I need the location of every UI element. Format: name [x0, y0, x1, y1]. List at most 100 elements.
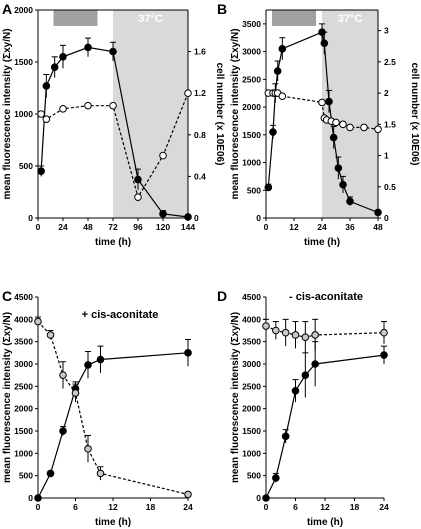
x-tick-label: 96	[133, 222, 143, 232]
x-tick-label: 12	[320, 502, 330, 512]
x-tick-label: 18	[350, 502, 360, 512]
y-axis-label: mean fluorescence intensity (Σxy/N)	[230, 312, 241, 483]
y2-tick-label: 1.6	[194, 47, 206, 57]
y-tick-label: 3500	[14, 337, 33, 347]
data-point	[278, 45, 287, 53]
data-point	[311, 360, 319, 368]
data-point	[374, 125, 382, 134]
y2-tick-label: 1.2	[194, 88, 206, 98]
data-point	[301, 371, 310, 379]
data-point	[380, 351, 388, 359]
x-tick-label: 24	[379, 502, 389, 512]
y-tick-label: 0	[256, 213, 261, 223]
data-point	[37, 167, 45, 175]
y2-tick-label: 2	[384, 88, 389, 98]
data-point	[278, 92, 287, 100]
data-point	[84, 101, 92, 110]
data-point	[311, 331, 319, 339]
region-label-backdrop	[272, 10, 316, 26]
region-shade-37c	[113, 10, 188, 218]
y-tick-label: 3000	[14, 359, 33, 369]
series-line	[265, 354, 385, 499]
region-shade-37c	[322, 10, 378, 218]
data-point	[96, 355, 105, 364]
data-point	[264, 183, 273, 192]
data-point	[332, 118, 340, 127]
data-point	[374, 208, 382, 217]
data-point	[301, 333, 310, 342]
x-tick-label: 120	[156, 222, 170, 232]
x-tick-label: 144	[181, 222, 195, 232]
y-tick-label: 1000	[242, 158, 261, 168]
data-point	[34, 317, 42, 326]
y-tick-label: 1000	[242, 448, 261, 458]
data-point	[134, 175, 142, 184]
y-tick-label: 1500	[14, 426, 33, 436]
y-tick-label: 1500	[14, 57, 33, 67]
data-point	[46, 331, 55, 339]
data-point	[37, 110, 45, 118]
data-point	[34, 494, 42, 502]
y-tick-label: 1000	[14, 448, 33, 458]
data-point	[59, 427, 67, 435]
panel-title: - cis-aconitate	[289, 291, 363, 303]
data-point	[42, 115, 51, 123]
y-tick-label: 1500	[242, 130, 261, 140]
data-point	[84, 43, 92, 52]
y2-tick-label: 1.5	[384, 119, 396, 129]
panel-letter: B	[217, 1, 227, 17]
x-tick-label: 6	[293, 502, 298, 512]
y-tick-label: 3000	[242, 47, 261, 57]
x-axis-label: time (h)	[95, 517, 131, 528]
y-tick-label: 2500	[242, 381, 261, 391]
data-point	[59, 53, 67, 61]
y-tick-label: 4500	[14, 292, 33, 302]
y-tick-label: 2000	[242, 404, 261, 414]
data-point	[320, 39, 329, 48]
data-point	[346, 123, 354, 132]
y-tick-label: 3500	[242, 337, 261, 347]
y2-tick-label: 2.5	[384, 57, 396, 67]
data-point	[380, 328, 388, 337]
data-point	[272, 326, 280, 335]
y-tick-label: 0	[28, 213, 33, 223]
data-point	[291, 387, 300, 395]
panel-title: + cis-aconitate	[82, 309, 159, 321]
y-tick-label: 2500	[242, 74, 261, 84]
data-point	[281, 328, 290, 337]
y-tick-label: 500	[247, 471, 261, 481]
data-point	[184, 349, 192, 357]
data-point	[346, 197, 354, 206]
x-tick-label: 72	[108, 222, 118, 232]
y2-tick-label: 1	[384, 151, 389, 161]
x-tick-label: 12	[289, 222, 299, 232]
y-axis-label: mean fluorescence intensity (Σxy/N)	[230, 28, 241, 199]
panel-letter: D	[217, 288, 227, 304]
x-tick-label: 6	[73, 502, 78, 512]
y2-axis-label: cell number (x 10E06)	[214, 63, 225, 166]
y2-tick-label: 0.4	[194, 171, 206, 181]
data-point	[339, 180, 347, 189]
data-point	[184, 213, 192, 221]
panel-letter: A	[2, 1, 12, 17]
data-point	[325, 97, 333, 106]
data-point	[360, 123, 368, 132]
data-point	[262, 494, 270, 502]
data-point	[262, 322, 270, 330]
data-point	[184, 89, 192, 97]
data-point	[159, 210, 167, 218]
x-axis-label: time (h)	[307, 517, 343, 528]
data-point	[272, 474, 280, 482]
data-point	[46, 469, 55, 478]
x-tick-label: 24	[58, 222, 68, 232]
y-tick-label: 1000	[14, 109, 33, 119]
data-point	[71, 389, 80, 397]
y2-tick-label: 0.5	[384, 182, 396, 192]
y-axis-label: mean fluorescence intensity (Σxy/N)	[2, 312, 13, 483]
data-point	[42, 82, 51, 90]
data-point	[50, 63, 59, 71]
data-point	[281, 432, 290, 441]
y-tick-label: 2500	[14, 381, 33, 391]
y2-tick-label: 0	[194, 213, 199, 223]
